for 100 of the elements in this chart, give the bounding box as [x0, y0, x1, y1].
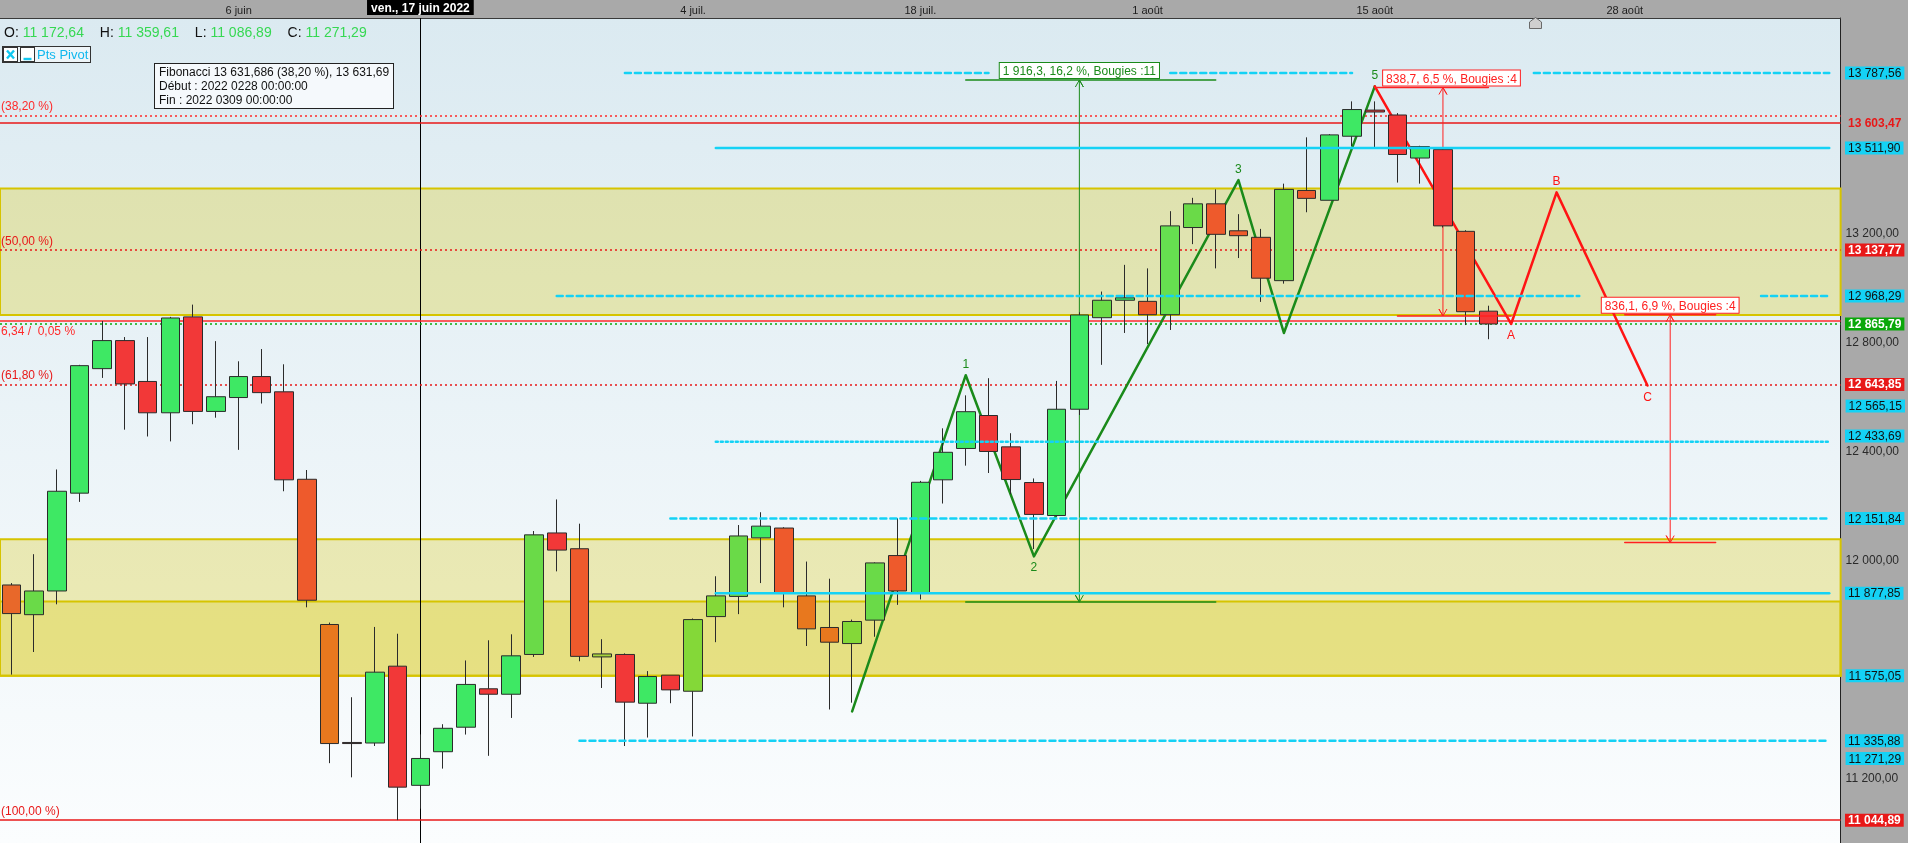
x-tick-label: 18 juil.	[904, 3, 937, 16]
y-tick-label: 11 200,00	[1845, 770, 1899, 785]
y-tick-label: 12 800,00	[1845, 334, 1900, 349]
candlestick	[842, 619, 862, 704]
candlestick	[161, 316, 180, 442]
candlestick	[365, 626, 385, 747]
ref-line-label: 11 044,89	[1848, 813, 1902, 828]
series-label: 11 335,88	[1848, 733, 1901, 748]
candlestick	[47, 468, 67, 605]
annotation: 836,1, 6,9 %, Bougies :4	[1604, 298, 1736, 313]
x-tick-label: 15 août	[1356, 3, 1394, 16]
annotation: 3	[1235, 162, 1243, 177]
candlestick	[820, 578, 839, 710]
candlestick	[1456, 229, 1475, 326]
candlestick	[1001, 432, 1021, 495]
x-tick-label: 6 juin	[225, 3, 252, 16]
ref-line-label: 13 603,47	[1848, 116, 1902, 131]
annotation: 6,34 / 0,05 %	[1, 323, 76, 338]
candlestick	[433, 723, 453, 770]
candlestick	[274, 363, 294, 492]
candlestick	[1070, 311, 1089, 416]
candlestick	[865, 561, 885, 638]
candlestick	[524, 530, 544, 658]
candlestick	[411, 733, 430, 810]
candlestick	[888, 517, 907, 606]
y-tick-label: 13 200,00	[1845, 225, 1900, 240]
candlestick	[1274, 183, 1294, 285]
candlestick	[956, 394, 976, 467]
candlestick	[1297, 136, 1316, 213]
x-tick-label: ven., 17 juin 2022	[371, 1, 471, 15]
annotation: (38,20 %)	[1, 99, 54, 114]
candlestick	[297, 469, 317, 608]
annotation: A	[1507, 327, 1516, 342]
candlestick	[661, 674, 680, 704]
candlestick	[638, 670, 657, 739]
candlestick	[388, 633, 407, 821]
candlestick	[501, 633, 521, 719]
annotation: C	[1643, 389, 1653, 404]
y-tick-label: 11 271,29	[1848, 751, 1902, 766]
candlestick	[1024, 477, 1044, 550]
candlestick	[1320, 133, 1339, 201]
candlestick	[1251, 228, 1271, 303]
annotation: (50,00 %)	[1, 233, 54, 248]
candlestick	[1229, 213, 1248, 259]
series-label: 12 151,84	[1848, 511, 1902, 526]
candlestick	[252, 348, 271, 405]
candlestick	[92, 320, 112, 379]
candlestick	[24, 553, 44, 653]
x-tick-label: 4 juil.	[680, 3, 706, 16]
annotation: (100,00 %)	[1, 804, 60, 819]
candlestick	[206, 340, 226, 419]
x-tick-label: 28 août	[1606, 3, 1644, 16]
candlestick	[979, 377, 998, 474]
annotation: O: 11 172,64 H: 11 359,61 L: 11 086,89 C: 11 271,29	[4, 24, 367, 40]
annotation: Fibonacci 13 631,686 (38,20 %), 13 631,69 Début : 2022 0228 00:00:00 Fin : 2022 0309 00:00:00	[159, 65, 390, 107]
annotation: 2	[1030, 560, 1038, 575]
candlestick	[1183, 197, 1203, 245]
candlestick	[138, 336, 157, 437]
candlestick	[342, 696, 362, 778]
annotation: 5	[1371, 68, 1379, 83]
candlestick	[1047, 380, 1066, 517]
candlestick	[1138, 267, 1157, 345]
candlestick	[706, 575, 726, 643]
ref-line-label: 12 643,85	[1848, 377, 1902, 392]
candlestick	[2, 582, 21, 676]
candlestick	[933, 427, 953, 505]
candlestick	[592, 638, 612, 689]
annotation: 1	[962, 357, 970, 372]
candlestick	[479, 639, 498, 757]
candlestick	[774, 526, 794, 608]
annotation: (61,80 %)	[1, 368, 54, 383]
candlestick	[751, 511, 771, 584]
annotation: 838,7, 6,5 %, Bougies :4	[1386, 71, 1518, 86]
candlestick	[683, 618, 703, 737]
annotation: Pts Pivot	[37, 47, 89, 62]
annotation: 1 916,3, 16,2 %, Bougies :11	[1002, 64, 1157, 79]
candlestick	[115, 336, 135, 431]
candlestick	[456, 659, 476, 736]
y-tick-label: 11 575,05	[1848, 669, 1902, 684]
candlestick	[1365, 100, 1385, 148]
ref-line-label: 13 137,77	[1848, 242, 1902, 257]
y-tick-label: 12 400,00	[1845, 443, 1900, 458]
ref-line-label: 12 865,79	[1848, 317, 1902, 332]
series-label: 12 968,29	[1848, 289, 1902, 304]
candlestick	[70, 364, 89, 503]
candlestick	[615, 652, 635, 747]
candlestick	[229, 360, 248, 451]
y-tick-label: 12 565,15	[1848, 399, 1903, 414]
series-label: 13 787,56	[1848, 65, 1902, 80]
candlestick	[1092, 291, 1112, 366]
candlestick	[547, 498, 567, 572]
series-label: 12 433,69	[1848, 428, 1902, 443]
candlestick	[1206, 188, 1226, 269]
candlestick	[1160, 210, 1180, 331]
series-label: 13 511,90	[1848, 140, 1901, 155]
candlestick	[320, 622, 339, 764]
candlestick	[797, 561, 816, 647]
candlestick	[1342, 100, 1362, 147]
candlestick	[729, 524, 748, 615]
annotation: B	[1552, 174, 1561, 189]
